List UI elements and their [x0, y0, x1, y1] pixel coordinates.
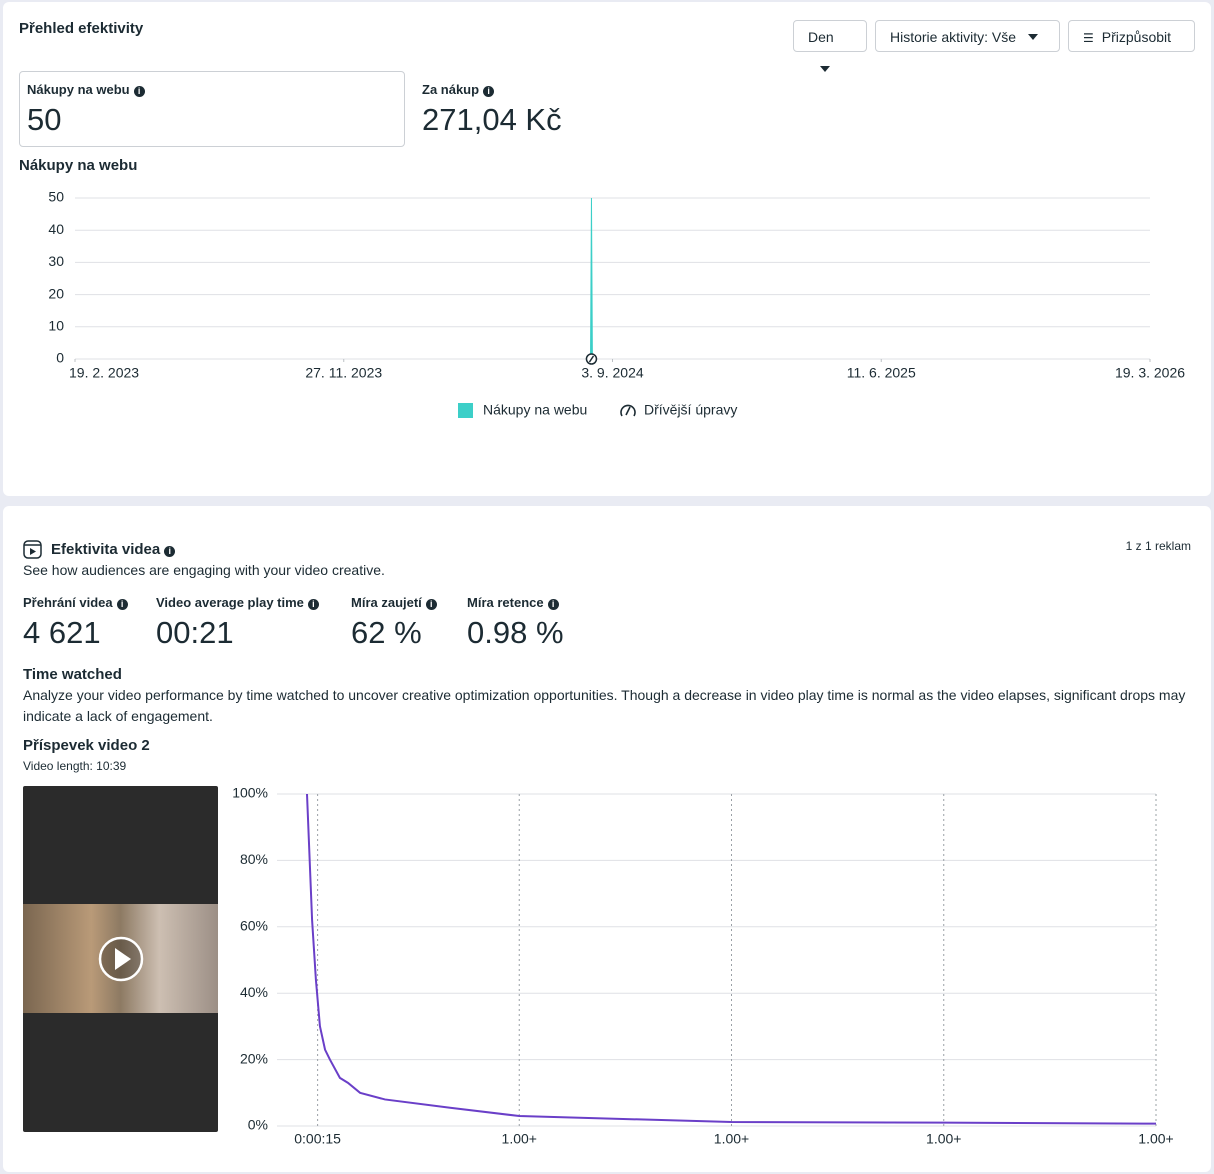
- metric-value: 271,04 Kč: [422, 102, 562, 137]
- metric-value: 4 621: [23, 615, 101, 650]
- metric-label: Nákupy na webu i: [27, 82, 145, 97]
- performance-panel: [3, 2, 1211, 496]
- info-icon: i: [547, 599, 559, 610]
- customize-button[interactable]: ☰ Přizpůsobit: [1068, 20, 1195, 52]
- caret: [1028, 34, 1039, 40]
- settings-icon: ☰: [1083, 31, 1094, 45]
- info-icon: i: [133, 86, 145, 97]
- time-watched-description: Analyze your video performance by time w…: [23, 687, 1186, 724]
- metric-label-text: Míra retence: [467, 595, 544, 610]
- button-label: Den: [808, 29, 834, 45]
- metric-value: 00:21: [156, 615, 234, 650]
- metric-label-text: Nákupy na webu: [27, 82, 130, 97]
- video-length: Video length: 10:39: [23, 759, 127, 773]
- play-button[interactable]: [98, 936, 144, 982]
- metric-label: Míra zaujetí i: [351, 595, 437, 610]
- metric-label-text: Přehrání videa: [23, 595, 113, 610]
- section-title: Efektivita videa i: [51, 541, 176, 558]
- caret: [820, 66, 830, 72]
- info-icon: i: [116, 599, 128, 610]
- chart-title: Nákupy na webu: [19, 157, 138, 174]
- info-icon: i: [483, 86, 495, 97]
- metric-value: 62 %: [351, 615, 422, 650]
- metric-label: Přehrání videa i: [23, 595, 128, 610]
- info-icon: i: [307, 599, 319, 610]
- metric-label-text: Míra zaujetí: [351, 595, 422, 610]
- metric-label: Video average play time i: [156, 595, 319, 610]
- section-subtitle: See how audiences are engaging with your…: [23, 562, 385, 578]
- metric-label: Za nákup i: [422, 82, 495, 97]
- time-watched-title: Time watched: [23, 666, 122, 683]
- button-label: Přizpůsobit: [1101, 29, 1172, 45]
- history-button[interactable]: Historie aktivity: Vše: [875, 20, 1060, 52]
- metric-value: 0.98 %: [467, 615, 564, 650]
- button-label: Historie aktivity: Vše: [890, 29, 1017, 45]
- metric-label: Míra retence i: [467, 595, 559, 610]
- info-icon: i: [425, 599, 437, 610]
- metric-label-text: Video average play time: [156, 595, 304, 610]
- info-icon: i: [164, 546, 176, 557]
- panel-title: Přehled efektivity: [19, 20, 144, 37]
- video-icon: [23, 540, 42, 559]
- metric-label-text: Za nákup: [422, 82, 480, 97]
- metric-value: 50: [27, 102, 62, 137]
- metric-card-selected[interactable]: [19, 71, 405, 147]
- period-button[interactable]: Den: [793, 20, 867, 72]
- video-player[interactable]: [23, 786, 218, 1132]
- ad-count: 1 z 1 reklam: [1125, 539, 1191, 553]
- section-title-text: Efektivita videa: [51, 541, 161, 558]
- post-title: Příspevek video 2: [23, 737, 150, 754]
